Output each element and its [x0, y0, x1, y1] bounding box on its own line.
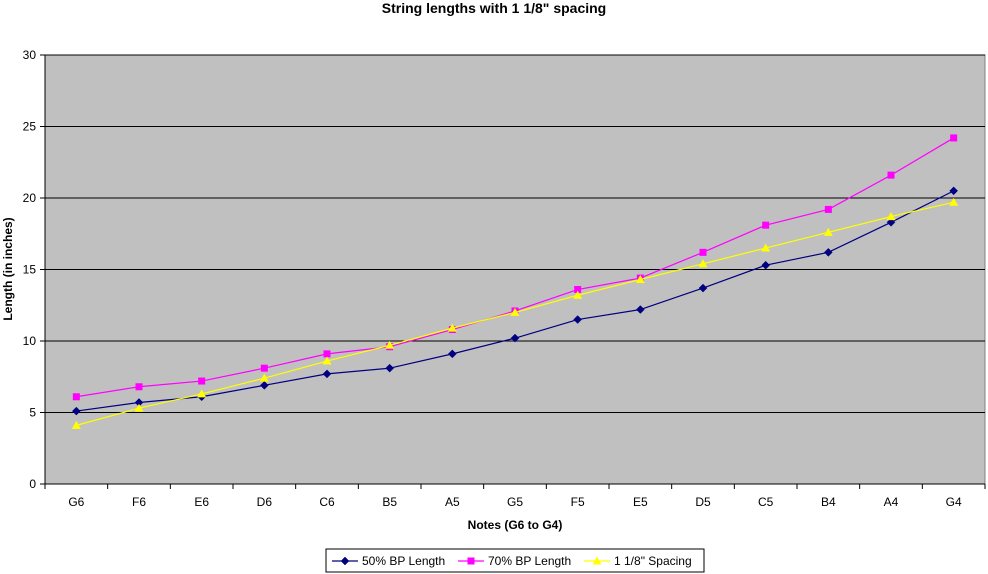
legend-label: 1 1/8" Spacing [614, 554, 692, 568]
data-point [761, 260, 771, 270]
y-tick-labels: 0 5 10 15 20 25 30 [23, 48, 37, 491]
data-point [699, 248, 707, 256]
legend-label: 50% BP Length [362, 554, 445, 568]
data-point [71, 406, 81, 416]
data-point [385, 340, 395, 349]
x-tick-label: G6 [68, 495, 84, 509]
data-point [698, 259, 708, 268]
x-tick-label: G5 [507, 495, 523, 509]
data-point [573, 290, 583, 299]
legend-item-3: 1 1/8" Spacing [584, 554, 692, 568]
data-point [323, 350, 331, 358]
data-point [635, 275, 645, 284]
data-point [824, 205, 832, 213]
x-axis-title: Notes (G6 to G4) [468, 518, 563, 532]
y-tick-label: 5 [29, 406, 36, 420]
x-tick-labels: G6 F6 E6 D6 C6 B5 A5 G5 F5 E5 D5 C5 B4 A4 G4 [68, 495, 962, 509]
y-tick-label: 20 [23, 191, 37, 205]
data-point [574, 286, 582, 294]
data-point [823, 247, 833, 257]
x-tick-label: G4 [946, 495, 962, 509]
legend: 50% BP Length 70% BP Length 1 1/8" Spacing [325, 548, 705, 573]
series-layer [71, 134, 959, 429]
data-point [71, 420, 81, 429]
y-tick-label: 10 [23, 334, 37, 348]
x-tick-label: E6 [194, 495, 209, 509]
data-point [72, 393, 80, 401]
data-point [635, 305, 645, 314]
x-tick-label: B4 [821, 495, 836, 509]
x-tick-label: D6 [257, 495, 273, 509]
data-point [823, 227, 833, 236]
y-tick-label: 0 [29, 477, 36, 491]
y-tick-label: 15 [23, 263, 37, 277]
x-tick-label: E5 [633, 495, 648, 509]
data-point [322, 356, 332, 365]
data-point [949, 197, 959, 206]
data-point [197, 389, 207, 398]
data-point [573, 315, 583, 324]
data-point [447, 349, 457, 359]
data-point [949, 186, 959, 196]
data-point [950, 134, 958, 142]
data-point [260, 364, 268, 372]
axes [40, 54, 986, 489]
data-point [698, 283, 708, 293]
data-point [447, 323, 457, 332]
x-tick-label: C6 [319, 495, 335, 509]
data-point [259, 373, 269, 382]
data-point [135, 383, 143, 391]
x-tick-label: F6 [132, 495, 146, 509]
x-tick-label: C5 [758, 495, 774, 509]
data-point [510, 333, 520, 343]
legend-marker [467, 557, 475, 565]
legend-box [325, 548, 705, 573]
data-point [887, 171, 895, 179]
data-point [134, 403, 144, 412]
x-tick-label: A4 [884, 495, 899, 509]
data-point [259, 380, 269, 390]
data-point [762, 221, 770, 229]
x-tick-label: D5 [695, 495, 711, 509]
series-3 [71, 197, 959, 429]
data-point [385, 363, 395, 373]
data-point [198, 377, 206, 385]
data-point [886, 217, 896, 227]
chart-title: String lengths with 1 1/8" spacing [381, 0, 607, 16]
series-1 [71, 186, 959, 416]
legend-label: 70% BP Length [488, 554, 571, 568]
y-tick-label: 25 [23, 120, 37, 134]
data-point [322, 369, 332, 379]
legend-marker [340, 556, 350, 566]
data-point [761, 243, 771, 252]
legend-item-1: 50% BP Length [332, 554, 445, 568]
legend-marker [592, 556, 602, 565]
x-tick-label: F5 [571, 495, 585, 509]
legend-item-2: 70% BP Length [458, 554, 571, 568]
data-point [886, 212, 896, 221]
gridlines [45, 54, 985, 413]
x-tick-label: B5 [382, 495, 397, 509]
x-tick-label: A5 [445, 495, 460, 509]
data-point [510, 307, 520, 316]
y-axis-title: Length (in inches) [1, 217, 15, 320]
y-tick-label: 30 [23, 48, 37, 62]
